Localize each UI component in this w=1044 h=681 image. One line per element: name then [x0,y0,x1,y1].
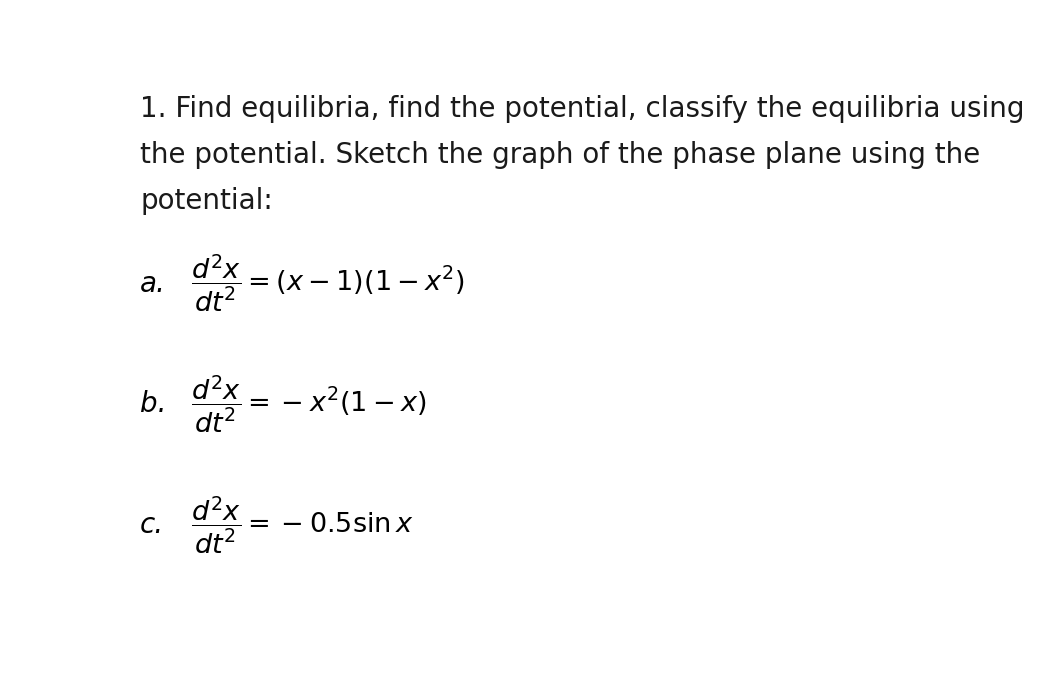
Text: $\dfrac{d^2x}{dt^2} = (x-1)(1-x^2)$: $\dfrac{d^2x}{dt^2} = (x-1)(1-x^2)$ [191,253,466,315]
Text: $\dfrac{d^2x}{dt^2} = -x^2(1-x)$: $\dfrac{d^2x}{dt^2} = -x^2(1-x)$ [191,373,427,435]
Text: b.: b. [140,390,167,418]
Text: the potential. Sketch the graph of the phase plane using the: the potential. Sketch the graph of the p… [140,141,980,169]
Text: a.: a. [140,270,166,298]
Text: c.: c. [140,511,164,539]
Text: potential:: potential: [140,187,272,215]
Text: $\dfrac{d^2x}{dt^2} = -0.5\sin x$: $\dfrac{d^2x}{dt^2} = -0.5\sin x$ [191,494,413,556]
Text: 1. Find equilibria, find the potential, classify the equilibria using: 1. Find equilibria, find the potential, … [140,95,1025,123]
